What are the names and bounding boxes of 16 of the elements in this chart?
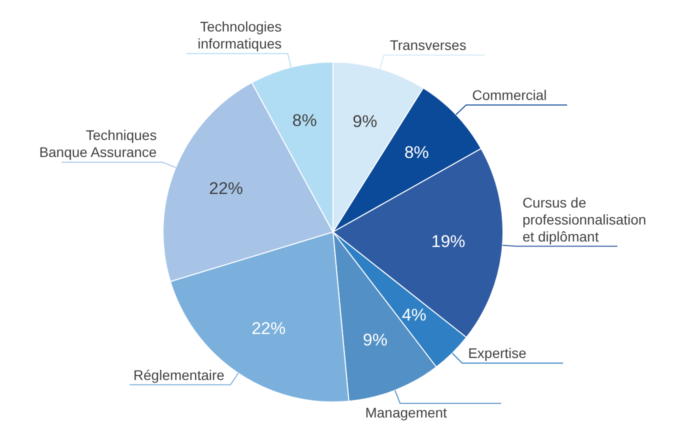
slice-label: Commercial — [472, 86, 547, 103]
slice-label: Transverses — [390, 37, 466, 54]
slice-label: Réglementaire — [133, 366, 225, 383]
slice-label: Management — [365, 404, 448, 420]
data-label: 4% — [402, 305, 426, 324]
data-label: 22% — [209, 179, 244, 198]
data-label: 9% — [352, 112, 378, 131]
slice-label: Techniques Banque Assurance — [39, 127, 157, 160]
data-label: 8% — [404, 143, 429, 162]
slice-label: Technologies informatiques — [198, 18, 282, 52]
data-label: 9% — [362, 330, 388, 350]
data-label: 8% — [292, 110, 317, 130]
slice-label: Cursus de professionnalisation et diplômant — [522, 194, 646, 244]
data-label: 19% — [431, 232, 466, 251]
slice-label: Expertise — [468, 345, 527, 362]
data-label: 22% — [252, 318, 286, 338]
